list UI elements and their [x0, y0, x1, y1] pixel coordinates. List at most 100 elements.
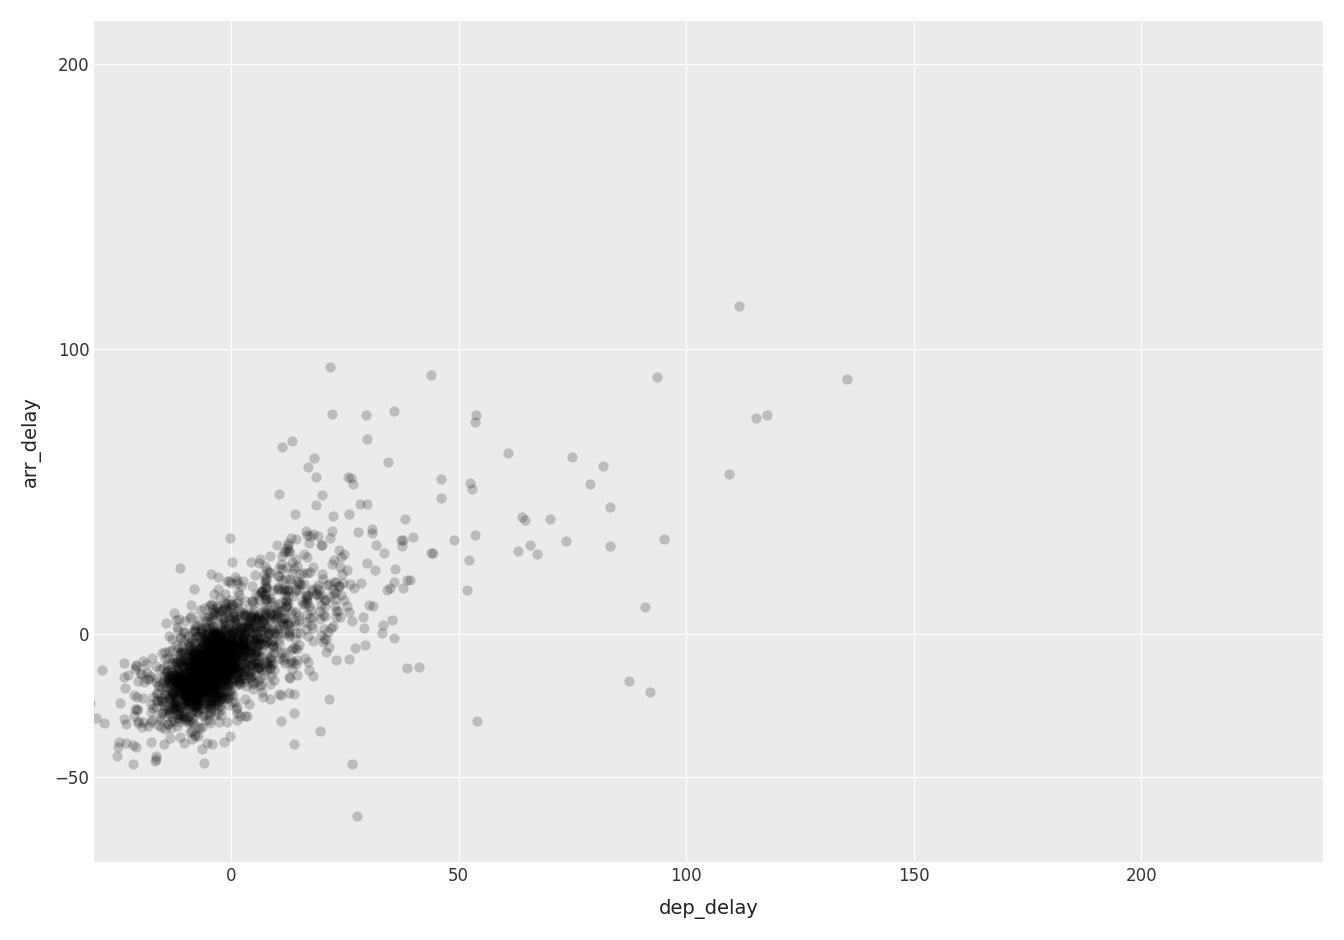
Point [192, 640, 214, 655]
Point [196, 698, 218, 713]
Point [207, 666, 228, 681]
Point [466, 713, 488, 728]
Point [168, 612, 190, 627]
Point [218, 620, 239, 635]
Point [202, 667, 223, 682]
Point [257, 601, 278, 616]
Point [265, 611, 286, 626]
Point [227, 594, 249, 609]
Point [212, 671, 234, 686]
Point [184, 650, 206, 666]
Point [254, 667, 276, 682]
Point [243, 646, 265, 661]
Point [133, 691, 155, 706]
Point [323, 552, 344, 567]
Point [183, 656, 204, 671]
Point [183, 673, 204, 688]
Point [199, 665, 220, 680]
Point [211, 646, 233, 661]
Point [836, 372, 857, 387]
Point [171, 647, 192, 662]
Point [220, 645, 242, 660]
Point [184, 682, 206, 697]
Point [222, 673, 243, 688]
Point [184, 635, 206, 650]
Point [184, 700, 206, 715]
Point [184, 693, 206, 708]
Point [289, 582, 310, 597]
Point [216, 653, 238, 668]
Point [204, 664, 226, 679]
Point [160, 668, 181, 683]
Point [212, 645, 234, 660]
Point [187, 674, 208, 689]
Point [208, 649, 230, 664]
Point [202, 645, 223, 660]
Point [245, 667, 266, 682]
Point [227, 601, 249, 616]
Point [179, 611, 200, 626]
Point [218, 656, 239, 671]
Point [340, 471, 362, 486]
Point [175, 690, 196, 705]
Point [316, 632, 337, 647]
Point [297, 527, 319, 542]
Point [227, 670, 249, 685]
Point [320, 531, 341, 546]
Point [173, 624, 195, 639]
Point [185, 691, 207, 706]
Point [191, 622, 212, 637]
Point [223, 639, 245, 654]
Point [204, 636, 226, 651]
Point [173, 674, 195, 689]
Point [198, 677, 219, 692]
Point [179, 648, 200, 663]
Point [192, 665, 214, 680]
Point [214, 639, 235, 654]
Point [190, 657, 211, 672]
Point [456, 583, 477, 598]
Point [238, 641, 259, 656]
Point [204, 628, 226, 643]
Point [208, 681, 230, 696]
Point [199, 669, 220, 684]
Point [347, 525, 368, 540]
Point [206, 650, 227, 665]
Point [210, 636, 231, 651]
Point [191, 658, 212, 673]
Point [242, 625, 263, 640]
Point [203, 643, 224, 658]
Point [187, 697, 208, 713]
Point [223, 608, 245, 623]
Point [207, 642, 228, 657]
Point [168, 676, 190, 691]
Point [255, 656, 277, 671]
Point [249, 654, 270, 669]
Point [175, 671, 196, 686]
Point [175, 683, 196, 698]
Point [167, 660, 188, 675]
Point [196, 648, 218, 663]
Point [211, 692, 233, 707]
Point [222, 555, 243, 570]
Point [218, 650, 239, 665]
Point [164, 674, 185, 689]
Point [274, 593, 296, 608]
Point [199, 648, 220, 663]
Point [215, 639, 237, 654]
Point [216, 660, 238, 675]
Point [167, 668, 188, 683]
Point [245, 647, 266, 662]
Point [219, 641, 241, 656]
Point [198, 675, 219, 690]
Point [243, 675, 265, 690]
Point [282, 640, 304, 655]
Point [202, 638, 223, 653]
Point [309, 603, 331, 619]
Point [267, 580, 289, 595]
Point [199, 634, 220, 649]
Point [216, 650, 238, 666]
Point [371, 626, 392, 641]
Point [207, 657, 228, 672]
Point [216, 636, 238, 651]
